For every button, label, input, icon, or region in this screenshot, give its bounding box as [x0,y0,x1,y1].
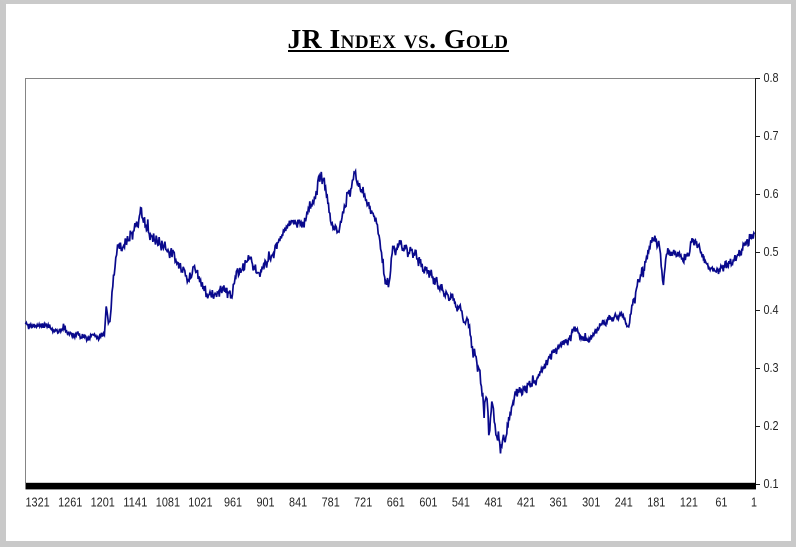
svg-text:1081: 1081 [156,495,180,510]
svg-text:0.3: 0.3 [764,360,779,375]
svg-text:541: 541 [452,495,470,510]
svg-text:0.6: 0.6 [764,186,779,201]
svg-text:301: 301 [582,495,600,510]
svg-text:0.1: 0.1 [764,476,779,491]
svg-text:1: 1 [751,495,757,510]
svg-text:0.2: 0.2 [764,418,779,433]
svg-text:1261: 1261 [58,495,82,510]
svg-text:0.8: 0.8 [764,70,779,85]
svg-text:1201: 1201 [91,495,115,510]
svg-text:421: 421 [517,495,535,510]
svg-text:721: 721 [354,495,372,510]
svg-text:0.5: 0.5 [764,244,779,259]
svg-text:901: 901 [256,495,274,510]
svg-text:1021: 1021 [188,495,212,510]
svg-text:0.7: 0.7 [764,128,779,143]
svg-text:841: 841 [289,495,307,510]
svg-text:0.4: 0.4 [764,302,779,317]
svg-text:661: 661 [387,495,405,510]
svg-text:1321: 1321 [26,495,50,510]
svg-text:241: 241 [615,495,633,510]
svg-text:781: 781 [322,495,340,510]
svg-text:181: 181 [647,495,665,510]
svg-text:601: 601 [419,495,437,510]
svg-text:61: 61 [715,495,727,510]
svg-text:1141: 1141 [123,495,147,510]
svg-text:361: 361 [550,495,568,510]
svg-text:121: 121 [680,495,698,510]
svg-text:961: 961 [224,495,242,510]
svg-text:481: 481 [484,495,502,510]
